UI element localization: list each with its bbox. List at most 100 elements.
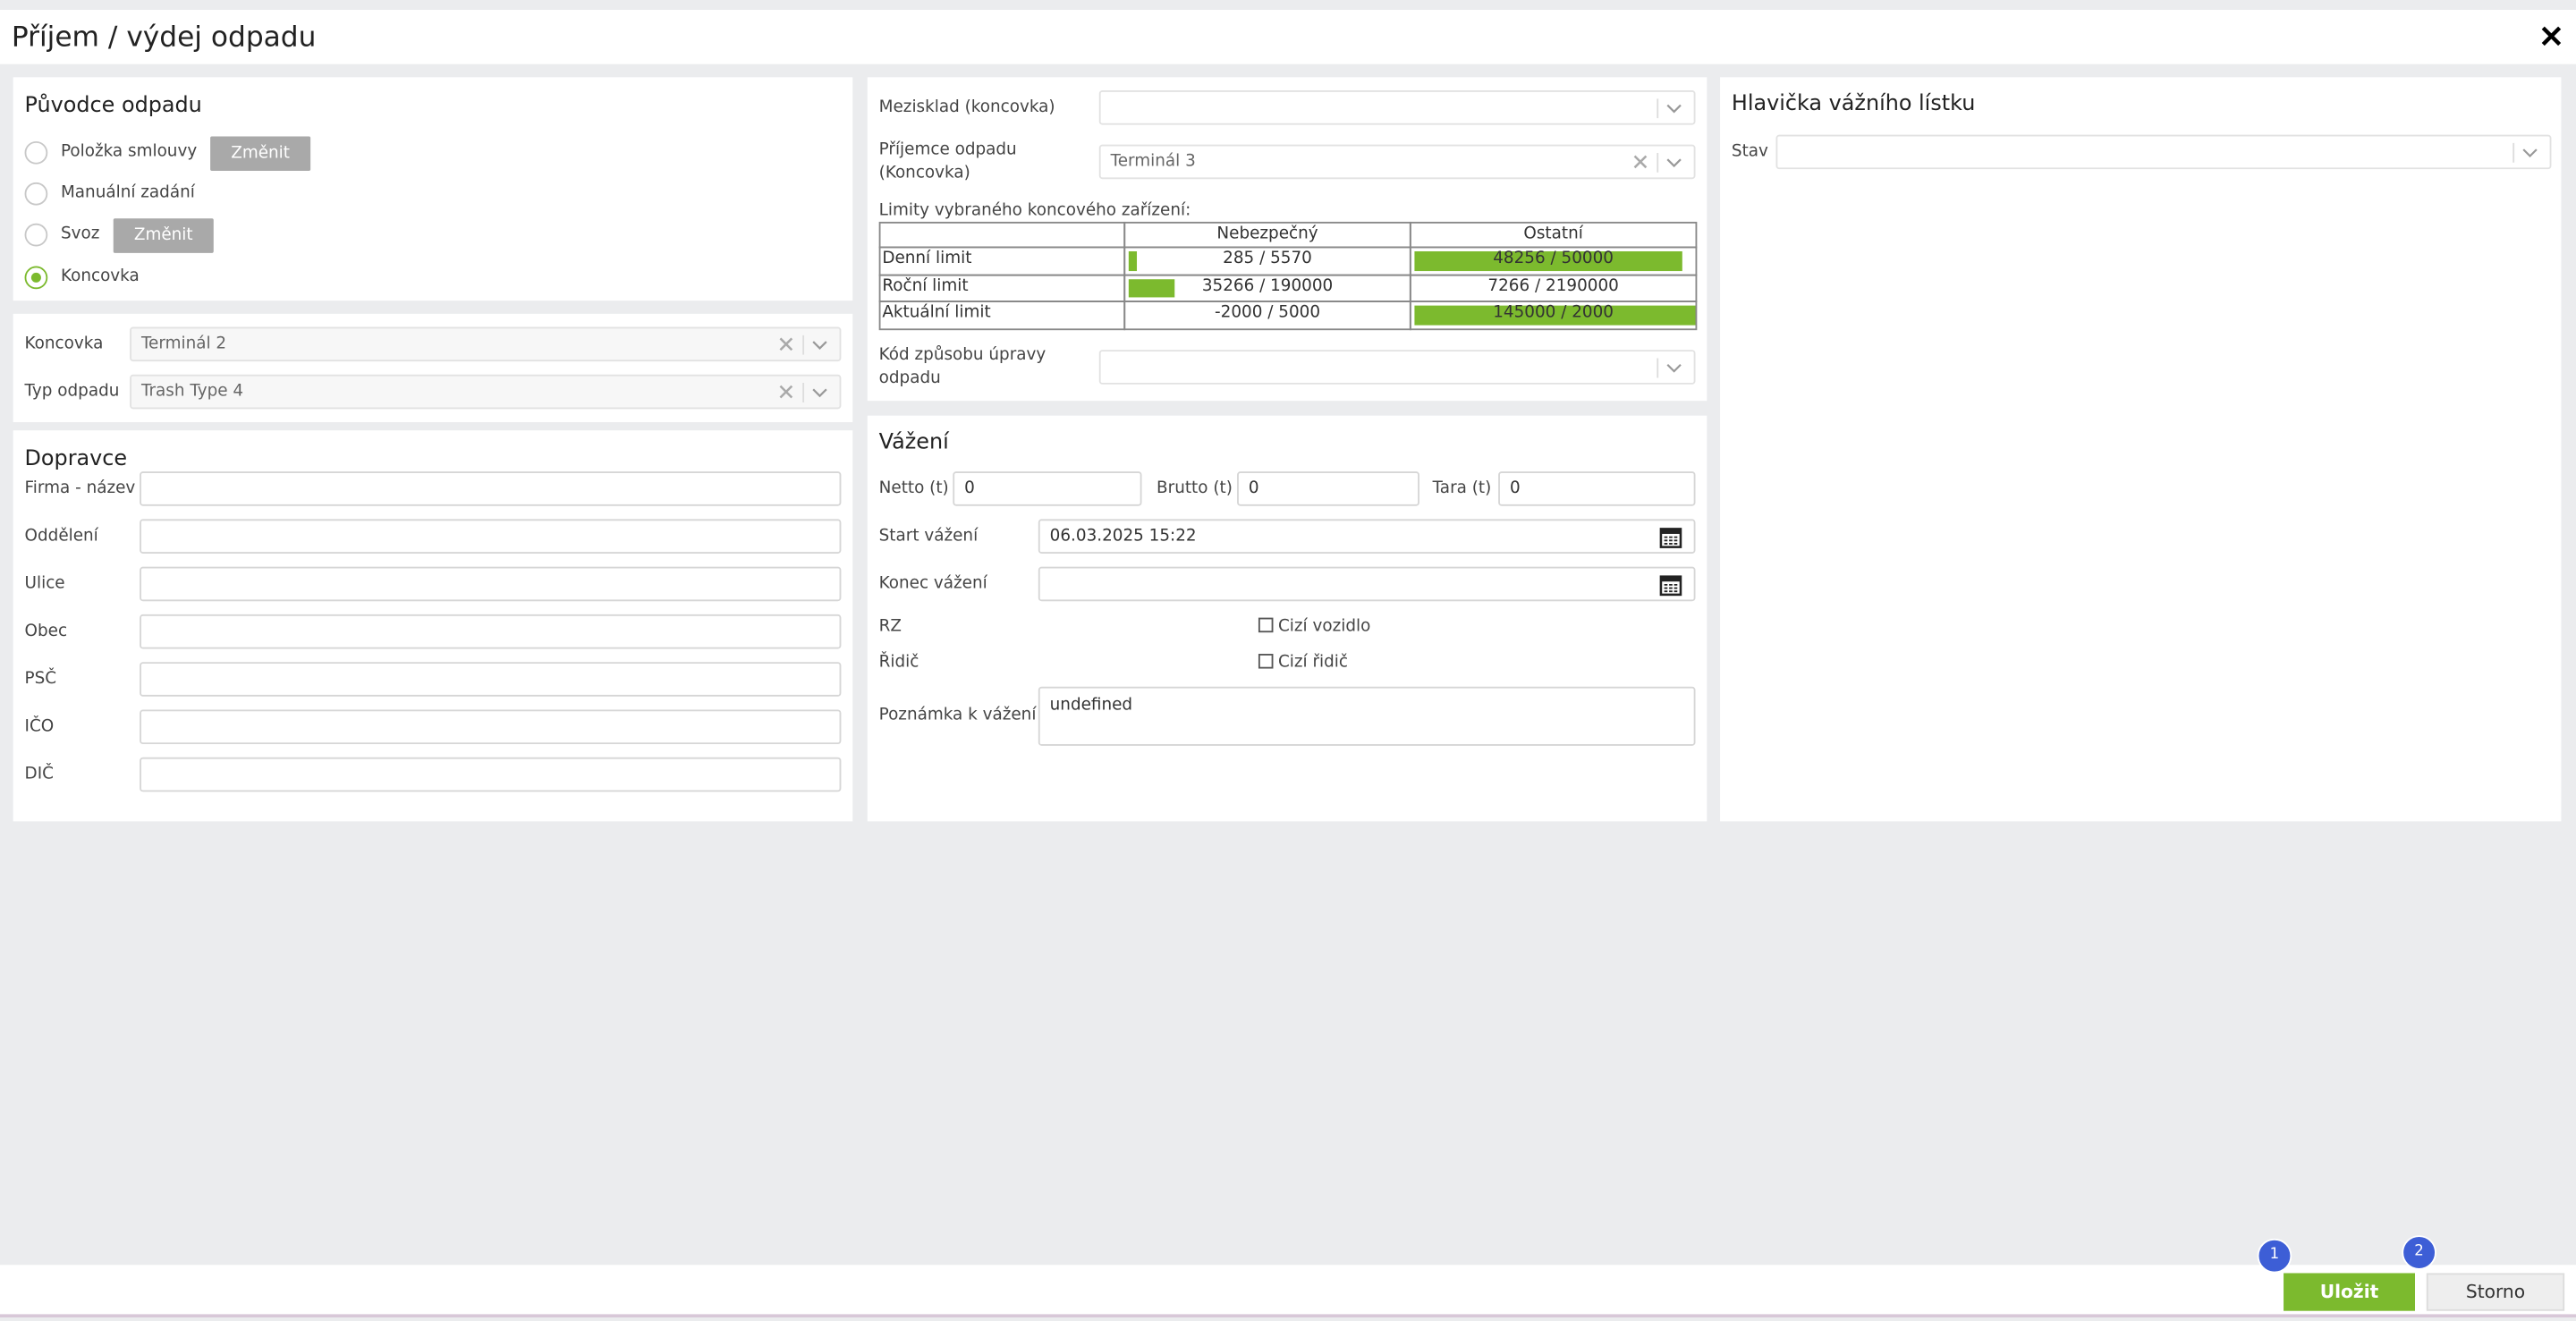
- input-value: undefined: [1049, 696, 1133, 715]
- badge-label: 1: [2269, 1247, 2280, 1264]
- brutto-input[interactable]: 0: [1237, 471, 1419, 506]
- panel-title: Vážení: [878, 430, 949, 455]
- text-input[interactable]: [140, 471, 842, 506]
- field-label: Tara (t): [1432, 479, 1492, 498]
- input-value: 0: [964, 479, 975, 498]
- button-label: Změnit: [133, 226, 193, 245]
- select[interactable]: Trash Type 4: [130, 374, 842, 410]
- limit-bar: [1414, 305, 1696, 326]
- field-label: Netto (t): [878, 479, 949, 498]
- radio-label[interactable]: Položka smlouvy: [60, 142, 198, 161]
- radio-dot: [30, 272, 41, 283]
- field-label: Koncovka: [24, 334, 104, 353]
- row-header: Aktuální limit: [878, 301, 1126, 331]
- origin-panel: Původce odpadu Položka smlouvy Změnit Manu…: [13, 77, 853, 301]
- limits-title: Limity vybraného koncového zařízení:: [878, 201, 1191, 221]
- select-icons[interactable]: [1631, 98, 1687, 119]
- field-label: Stav: [1731, 142, 1768, 161]
- limit-value: -2000 / 5000: [1215, 303, 1321, 322]
- checkbox-label[interactable]: Cizí řidič: [1277, 654, 1349, 673]
- tara-input[interactable]: 0: [1498, 471, 1696, 506]
- button-label: Storno: [2465, 1281, 2526, 1303]
- text-input[interactable]: [140, 566, 842, 602]
- field-label: Brutto (t): [1157, 479, 1233, 498]
- title-bar: Příjem / výdej odpadu: [0, 10, 2576, 64]
- field-label: Řidič: [878, 654, 919, 673]
- field-label: Typ odpadu: [24, 382, 120, 402]
- radio[interactable]: [24, 140, 48, 165]
- checkbox-label[interactable]: Cizí vozidlo: [1277, 617, 1371, 636]
- start-input[interactable]: 06.03.2025 15:22: [1038, 519, 1696, 554]
- close-button[interactable]: [2541, 26, 2562, 47]
- select-icons[interactable]: [777, 382, 833, 402]
- limit-value: 35266 / 190000: [1201, 277, 1334, 296]
- note-textarea[interactable]: undefined: [1038, 686, 1696, 746]
- footer: Uložit Storno: [0, 1265, 2576, 1318]
- column-header: Ostatní: [1523, 224, 1583, 243]
- field-label: Oddělení: [24, 527, 98, 546]
- radio[interactable]: [24, 266, 48, 290]
- text-input[interactable]: [140, 662, 842, 697]
- weighing-panel: Vážení Netto (t) 0 Brutto (t) 0 Tara (t)…: [867, 415, 1707, 822]
- netto-input[interactable]: 0: [953, 471, 1142, 506]
- target-panel: Koncovka Terminál 2 Typ odpadu Trash Type 4: [13, 313, 853, 423]
- limit-cell: 35266 / 190000: [1123, 274, 1411, 302]
- button-label: Změnit: [231, 144, 290, 163]
- checkbox[interactable]: [1258, 617, 1274, 633]
- field-label: PSČ: [24, 670, 57, 689]
- warehouse-select[interactable]: [1098, 90, 1696, 125]
- select-icons[interactable]: [1631, 152, 1687, 173]
- text-input[interactable]: [140, 709, 842, 745]
- radio[interactable]: [24, 223, 48, 247]
- ticket-panel: Hlavička vážního lístku Stav: [1720, 77, 2562, 822]
- change-button[interactable]: Změnit: [210, 136, 311, 172]
- select-value: Trash Type 4: [140, 382, 244, 402]
- row-header: Denní limit: [878, 246, 1126, 276]
- radio[interactable]: [24, 182, 48, 206]
- row-label: Roční limit: [882, 277, 969, 296]
- badge: 1: [2257, 1238, 2292, 1274]
- window-title: Příjem / výdej odpadu: [11, 21, 317, 55]
- field-label: Kód způsobu úpravy odpadu: [878, 346, 1046, 388]
- text-input[interactable]: [140, 519, 842, 554]
- field-label: Obec: [24, 622, 68, 641]
- cancel-button[interactable]: Storno: [2426, 1273, 2565, 1311]
- end-input[interactable]: [1038, 566, 1696, 602]
- select-icons[interactable]: [2487, 142, 2543, 163]
- radio-label[interactable]: Koncovka: [60, 267, 140, 286]
- field-label: DIČ: [24, 765, 54, 784]
- status-select[interactable]: [1775, 134, 2552, 170]
- badge-label: 2: [2414, 1243, 2424, 1260]
- input-value: 0: [1248, 479, 1259, 498]
- field-label: Firma - název: [24, 479, 136, 498]
- select-icons[interactable]: [1631, 358, 1687, 378]
- field-label: Mezisklad (koncovka): [878, 98, 1055, 117]
- row-label: Denní limit: [882, 250, 972, 268]
- row-label: Aktuální limit: [882, 303, 991, 322]
- select-icons[interactable]: [777, 334, 833, 355]
- recipient-select[interactable]: Terminál 3: [1098, 144, 1696, 180]
- treatment-select[interactable]: [1098, 350, 1696, 385]
- panel-title: Hlavička vážního lístku: [1731, 91, 1976, 117]
- calendar-icon[interactable]: [1659, 526, 1682, 549]
- change-button[interactable]: Změnit: [113, 218, 214, 253]
- radio-label[interactable]: Svoz: [60, 224, 100, 243]
- limit-cell: 145000 / 2000: [1409, 301, 1698, 331]
- text-input[interactable]: [140, 614, 842, 649]
- select[interactable]: Terminál 2: [130, 326, 842, 362]
- carrier-panel: Dopravce Firma - název Oddělení Ulice Obec P…: [13, 430, 853, 822]
- field-label: Start vážení: [878, 527, 979, 546]
- radio-label[interactable]: Manuální zadání: [60, 183, 195, 202]
- row-header: Roční limit: [878, 274, 1126, 302]
- select-value: Terminál 3: [1110, 152, 1196, 172]
- field-label: RZ: [878, 617, 902, 636]
- text-input[interactable]: [140, 757, 842, 792]
- calendar-icon[interactable]: [1659, 573, 1682, 597]
- limit-value: 285 / 5570: [1223, 250, 1312, 268]
- field-label: IČO: [24, 717, 55, 736]
- limit-value: 7266 / 2190000: [1487, 277, 1619, 296]
- checkbox[interactable]: [1258, 654, 1274, 669]
- button-label: Uložit: [2319, 1281, 2379, 1303]
- save-button[interactable]: Uložit: [2284, 1273, 2415, 1311]
